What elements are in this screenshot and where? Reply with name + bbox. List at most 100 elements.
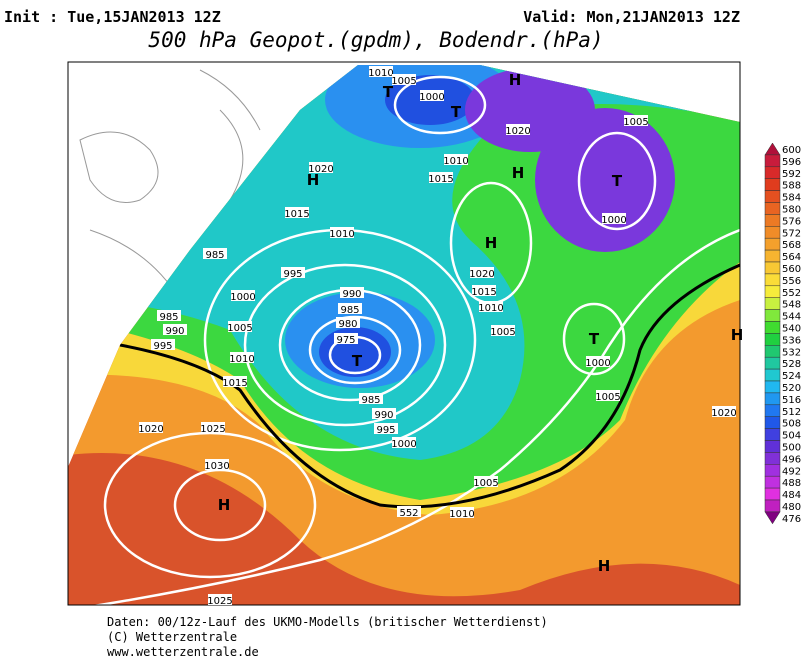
isobar-label: 975 — [336, 335, 355, 346]
legend-label: 564 — [782, 252, 801, 263]
label-bg — [369, 66, 393, 77]
pressure-center: H — [509, 71, 522, 89]
legend-swatch — [764, 285, 781, 298]
legend-label: 588 — [782, 181, 801, 192]
legend-label: 508 — [782, 419, 801, 430]
init-time: Init : Tue,15JAN2013 12Z — [4, 8, 221, 26]
label-bg — [230, 352, 254, 363]
legend-swatch — [764, 499, 781, 513]
legend-label: 532 — [782, 347, 801, 358]
label-bg — [285, 207, 309, 218]
valid-time: Valid: Mon,21JAN2013 12Z — [523, 8, 740, 26]
isobar-label: 1000 — [585, 358, 610, 369]
outside-domain — [79, 69, 261, 301]
footer-line: (C) Wetterzentrale — [107, 630, 237, 644]
legend-swatch — [764, 511, 781, 525]
isobar-label: 1005 — [623, 117, 648, 128]
legend-swatch — [764, 345, 781, 358]
legend-label: 536 — [782, 335, 801, 346]
isobar-label: 1000 — [601, 215, 626, 226]
legend-label: 476 — [782, 514, 801, 525]
label-bg — [491, 325, 515, 336]
isobar-label: 1010 — [329, 229, 354, 240]
isobar-label: 980 — [338, 319, 357, 330]
label-bg — [309, 162, 333, 173]
label-bg — [472, 285, 496, 296]
isobar-label: 990 — [342, 289, 361, 300]
isobar-label: 1005 — [490, 327, 515, 338]
label-bg — [429, 172, 453, 183]
label-bg — [151, 339, 175, 350]
pressure-center: H — [598, 557, 611, 575]
isobar-label: 1005 — [391, 76, 416, 87]
isobar-label: 995 — [283, 269, 302, 280]
label-bg — [474, 476, 498, 487]
legend-label: 548 — [782, 300, 801, 311]
isobar-label: 1000 — [230, 292, 255, 303]
isobar-label: 1020 — [308, 164, 333, 175]
pressure-center: T — [589, 330, 600, 348]
isobar-label: 985 — [340, 305, 359, 316]
legend-label: 512 — [782, 407, 801, 418]
legend-label: 584 — [782, 193, 801, 204]
legend-label: 496 — [782, 454, 801, 465]
legend-label: 576 — [782, 216, 801, 227]
label-bg — [372, 408, 396, 419]
isobar-label: 1015 — [222, 378, 247, 389]
label-bg — [231, 290, 255, 301]
isobar-label: 1010 — [449, 509, 474, 520]
legend-label: 560 — [782, 264, 801, 275]
isobar-label: 1020 — [138, 424, 163, 435]
isobar-label: 995 — [153, 341, 172, 352]
label-bg — [163, 324, 187, 335]
label-bg — [281, 267, 305, 278]
legend-label: 524 — [782, 371, 801, 382]
legend-swatch — [764, 404, 781, 417]
legend-swatch — [764, 440, 781, 453]
legend-swatch — [764, 154, 781, 168]
legend-swatch — [764, 214, 781, 227]
pressure-center: H — [307, 171, 320, 189]
label-bg — [397, 506, 421, 517]
isobar-label: 985 — [159, 312, 178, 323]
isobar-label: 1020 — [711, 408, 736, 419]
pressure-center: T — [383, 83, 394, 101]
isobar-label: 1015 — [428, 174, 453, 185]
legend-label: 568 — [782, 240, 801, 251]
legend-swatch — [764, 475, 781, 489]
map-title: 500 hPa Geopot.(gpdm), Bodendr.(hPa) — [148, 28, 603, 52]
legend-label: 600 — [782, 145, 801, 156]
legend-swatch — [764, 249, 781, 263]
legend-swatch — [764, 380, 781, 394]
isobar-label: 990 — [374, 410, 393, 421]
legend-swatch — [764, 333, 781, 346]
label-bg — [392, 74, 416, 85]
legend-swatch — [764, 452, 781, 465]
legend-label: 544 — [782, 312, 801, 323]
pressure-center: T — [451, 103, 462, 121]
legend-label: 580 — [782, 204, 801, 215]
label-bg — [228, 321, 252, 332]
legend-swatch — [764, 226, 781, 239]
isobar-label: 1000 — [419, 92, 444, 103]
label-bg — [602, 213, 626, 224]
label-bg — [330, 227, 354, 238]
frame — [67, 61, 741, 606]
legend-swatch — [764, 261, 781, 275]
legend-swatch — [764, 297, 781, 310]
isobar-label: 552 — [399, 508, 418, 519]
label-bg — [420, 90, 444, 101]
label-bg — [201, 422, 225, 433]
label-bg — [444, 154, 468, 165]
legend-swatch — [764, 273, 781, 287]
legend-swatch — [764, 321, 781, 334]
label-bg — [586, 356, 610, 367]
isobar-label: 1020 — [469, 269, 494, 280]
legend-swatch — [764, 142, 781, 156]
isobar-label: 995 — [376, 425, 395, 436]
label-bg — [338, 303, 362, 314]
field — [68, 65, 740, 605]
pressure-center: H — [512, 164, 525, 182]
pressure-center: T — [352, 352, 363, 370]
